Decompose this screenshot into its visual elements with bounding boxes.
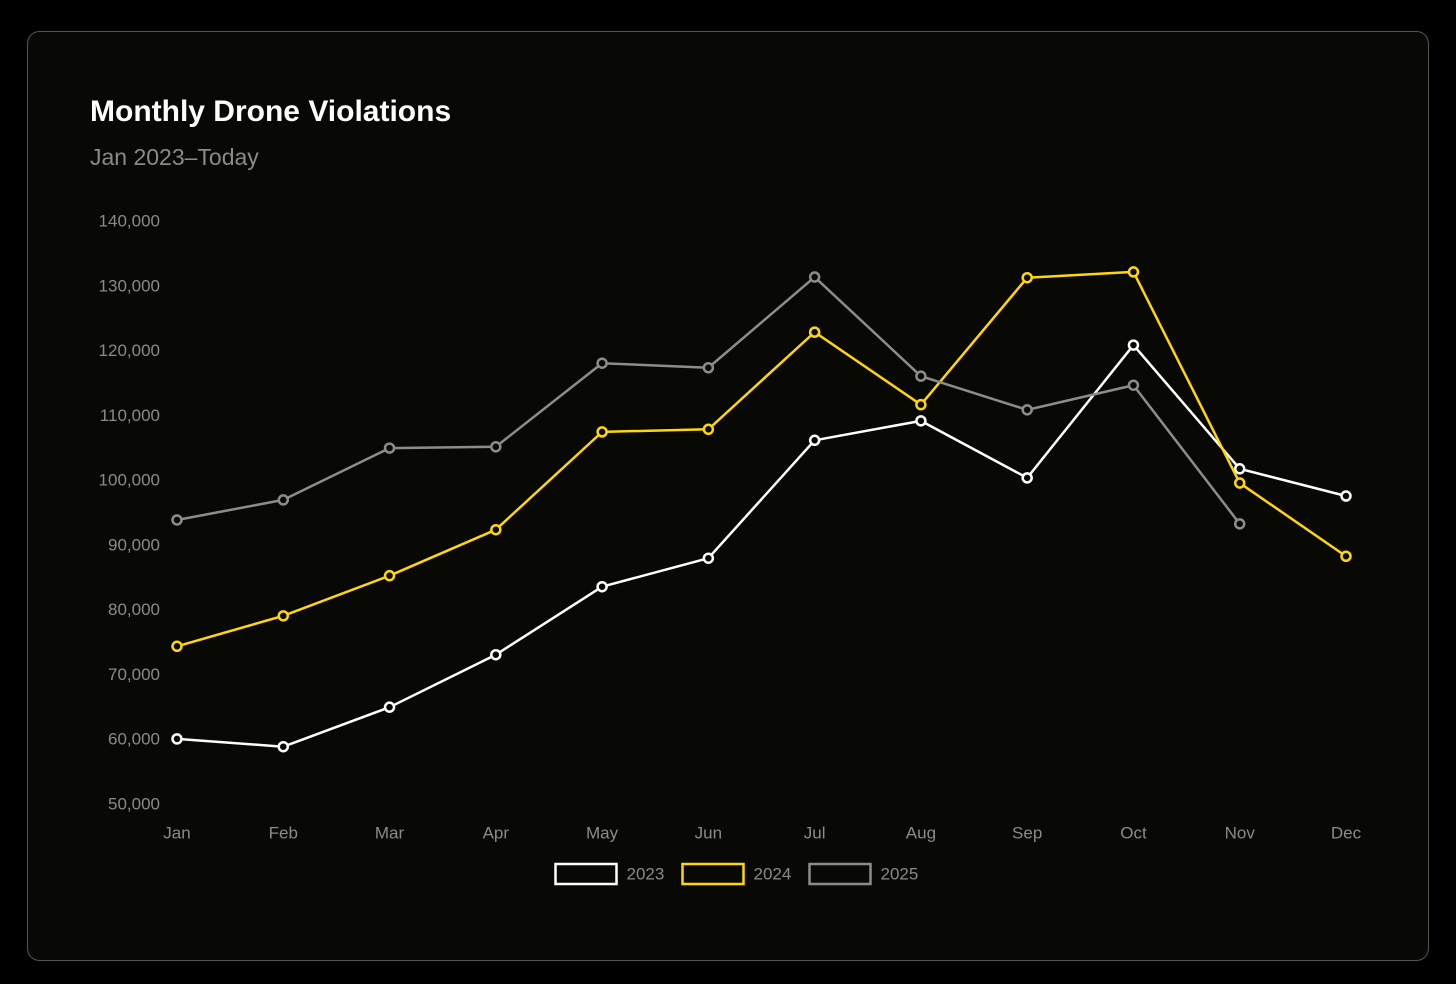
data-point	[277, 610, 290, 622]
data-point	[702, 552, 715, 564]
y-tick-label: 60,000	[108, 730, 160, 749]
y-tick-label: 90,000	[108, 535, 160, 554]
data-point	[808, 434, 821, 447]
x-tick-label: Jul	[804, 823, 826, 842]
legend-swatch	[808, 862, 872, 886]
data-point	[915, 398, 927, 411]
data-point	[383, 701, 396, 713]
legend-label: 2023	[627, 864, 665, 883]
data-point	[1127, 379, 1140, 391]
data-point	[808, 271, 821, 283]
x-tick-label: Mar	[375, 823, 405, 842]
data-point	[1233, 463, 1246, 475]
x-tick-label: Nov	[1225, 823, 1256, 842]
y-tick-label: 120,000	[99, 341, 160, 360]
data-point	[915, 415, 927, 427]
series-line	[176, 343, 1347, 748]
y-tick-label: 110,000	[100, 406, 160, 425]
data-point	[490, 523, 502, 536]
x-tick-label: May	[586, 823, 619, 842]
data-point	[383, 442, 396, 454]
series-line	[176, 270, 1347, 648]
data-point	[171, 733, 183, 745]
data-point	[596, 426, 608, 438]
y-tick-label: 130,000	[99, 276, 160, 295]
data-point	[702, 362, 715, 374]
x-tick-label: Oct	[1120, 823, 1147, 842]
data-point	[702, 423, 715, 436]
legend-label: 2025	[881, 864, 919, 883]
x-tick-label: Aug	[906, 823, 936, 842]
data-point	[1340, 550, 1352, 563]
data-point	[1127, 266, 1140, 278]
data-point	[1021, 404, 1033, 416]
x-tick-label: Dec	[1331, 823, 1362, 842]
legend-swatch	[554, 862, 618, 886]
data-point	[1021, 472, 1033, 484]
x-tick-label: Apr	[483, 823, 510, 842]
data-point	[1233, 518, 1246, 530]
y-tick-label: 50,000	[108, 794, 160, 813]
data-point	[277, 494, 290, 506]
data-point	[808, 326, 821, 338]
data-point	[383, 569, 396, 582]
legend-swatch	[681, 862, 745, 886]
y-tick-label: 140,000	[99, 211, 160, 230]
y-tick-label: 100,000	[99, 471, 160, 490]
legend-label: 2024	[754, 864, 792, 883]
card	[27, 31, 1429, 961]
data-point	[1021, 271, 1033, 284]
data-point	[1340, 490, 1352, 502]
chart-subtitle: Jan 2023–Today	[90, 144, 259, 170]
data-point	[171, 514, 183, 526]
data-point	[1127, 339, 1140, 351]
data-point	[490, 648, 502, 661]
data-point	[596, 580, 608, 593]
data-point	[490, 441, 502, 453]
y-tick-label: 80,000	[108, 600, 160, 619]
x-tick-label: Feb	[269, 823, 298, 842]
x-tick-label: Jun	[695, 823, 722, 842]
data-point	[1233, 477, 1246, 489]
x-tick-label: Sep	[1012, 823, 1042, 842]
data-point	[915, 370, 927, 382]
y-tick-label: 70,000	[108, 665, 160, 684]
data-point	[171, 640, 183, 653]
chart-title: Monthly Drone Violations	[90, 95, 451, 128]
data-point	[596, 357, 608, 369]
x-tick-label: Jan	[163, 823, 190, 842]
data-point	[277, 740, 290, 753]
